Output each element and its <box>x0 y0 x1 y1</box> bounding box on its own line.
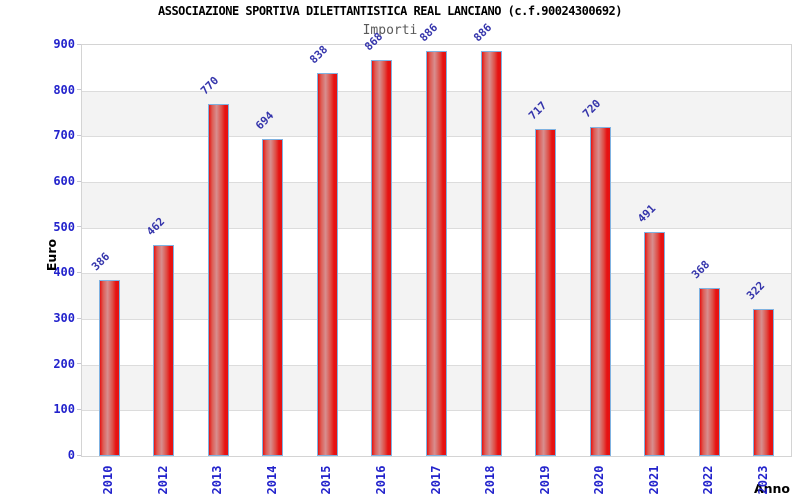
x-tick-label: 2017 <box>428 465 443 495</box>
y-tick-mark <box>77 134 81 136</box>
chart-title: ASSOCIAZIONE SPORTIVA DILETTANTISTICA RE… <box>158 4 623 18</box>
bar <box>316 73 338 456</box>
y-tick-mark <box>77 89 81 91</box>
bar <box>535 128 557 456</box>
bar <box>262 139 284 456</box>
y-tick-label: 800 <box>53 82 75 97</box>
bar <box>698 287 720 456</box>
y-tick-label: 900 <box>53 37 75 51</box>
x-tick-label: 2015 <box>319 465 334 495</box>
chart-subtitle: Importi <box>362 23 418 38</box>
x-tick-label: 2019 <box>537 465 552 495</box>
y-tick-mark <box>77 180 81 182</box>
y-tick-label: 100 <box>53 402 75 417</box>
bar <box>753 308 775 456</box>
x-tick-label: 2020 <box>592 465 607 495</box>
y-tick-label: 300 <box>53 311 75 325</box>
x-tick-label: 2016 <box>373 465 388 495</box>
x-tick-label: 2010 <box>101 465 116 495</box>
x-tick-label: 2022 <box>701 465 716 495</box>
y-tick-mark <box>77 363 81 365</box>
y-tick-mark <box>77 271 81 273</box>
bar <box>589 127 611 456</box>
x-tick-label: 2023 <box>755 465 770 495</box>
x-tick-label: 2014 <box>264 465 279 495</box>
bar <box>426 51 447 456</box>
y-tick-mark <box>77 408 81 410</box>
bar <box>371 59 393 456</box>
bar <box>207 104 229 456</box>
x-axis-title: Anno <box>753 481 790 496</box>
y-tick-label: 500 <box>53 219 75 234</box>
y-tick-mark <box>77 226 81 228</box>
y-tick-label: 700 <box>53 128 75 143</box>
y-tick-label: 0 <box>67 448 75 462</box>
bar <box>644 231 666 456</box>
y-tick-label: 200 <box>53 356 75 371</box>
y-tick-mark <box>77 454 81 456</box>
bar <box>153 245 175 456</box>
y-tick-mark <box>77 43 81 45</box>
x-tick-label: 2012 <box>155 465 170 495</box>
y-tick-label: 400 <box>53 265 75 280</box>
x-tick-label: 2018 <box>483 465 498 495</box>
y-tick-label: 600 <box>53 174 75 188</box>
bar <box>480 51 502 456</box>
plot-area: 386 462 770 694 838 868 886 886 717 720 491 368 322 <box>81 21 792 457</box>
y-tick-mark <box>77 317 81 319</box>
x-tick-label: 2013 <box>210 465 225 495</box>
x-tick-label: 2021 <box>646 465 661 495</box>
bar <box>98 279 120 456</box>
